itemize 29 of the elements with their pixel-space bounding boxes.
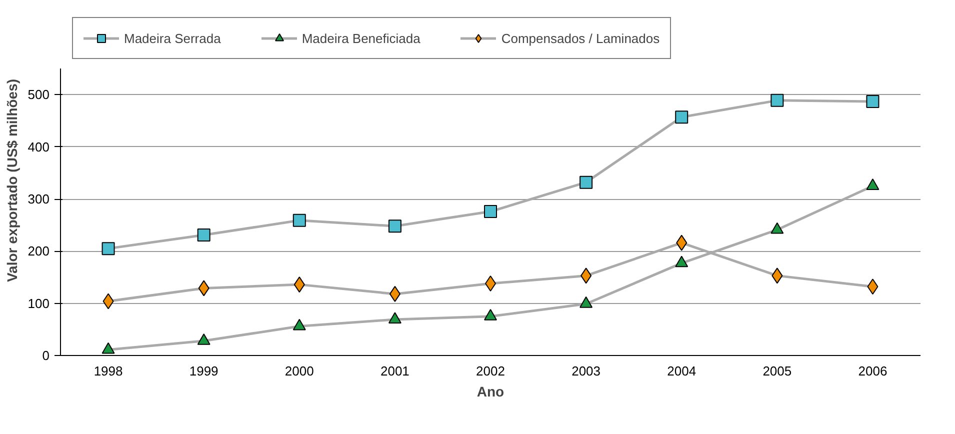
legend-label: Madeira Serrada (124, 30, 221, 46)
y-tick-label: 300 (28, 192, 50, 207)
point (770, 94, 784, 107)
x-tick-label: 2002 (476, 364, 505, 378)
y-tick-label: 200 (28, 244, 50, 259)
legend-label: Compensados / Laminados (501, 30, 660, 46)
x-tick-label: 2003 (572, 364, 601, 378)
x-tick-label: 2001 (380, 364, 410, 378)
y-axis-title: Valor exportado (US$ milhões) (4, 78, 20, 282)
point (102, 242, 115, 256)
x-tick-label: 2004 (667, 364, 696, 378)
x-axis-title: Ano (476, 384, 504, 400)
y-tick-label: 100 (28, 296, 50, 311)
point (484, 205, 497, 218)
x-tick-label: 1998 (94, 364, 123, 378)
x-tick-label: 2005 (762, 364, 792, 378)
y-tick-label: 500 (28, 87, 50, 102)
point (866, 94, 880, 108)
point (292, 214, 306, 227)
x-tick-label: 2000 (284, 364, 314, 378)
point (675, 110, 688, 124)
y-tick-label: 400 (28, 139, 50, 154)
point (388, 220, 402, 233)
point (197, 228, 210, 242)
x-tick-label: 1999 (189, 364, 218, 378)
y-tick-label: 0 (42, 348, 50, 363)
point (580, 176, 593, 189)
legend-label: Madeira Beneficiada (302, 30, 420, 46)
x-tick-label: 2006 (858, 364, 888, 378)
